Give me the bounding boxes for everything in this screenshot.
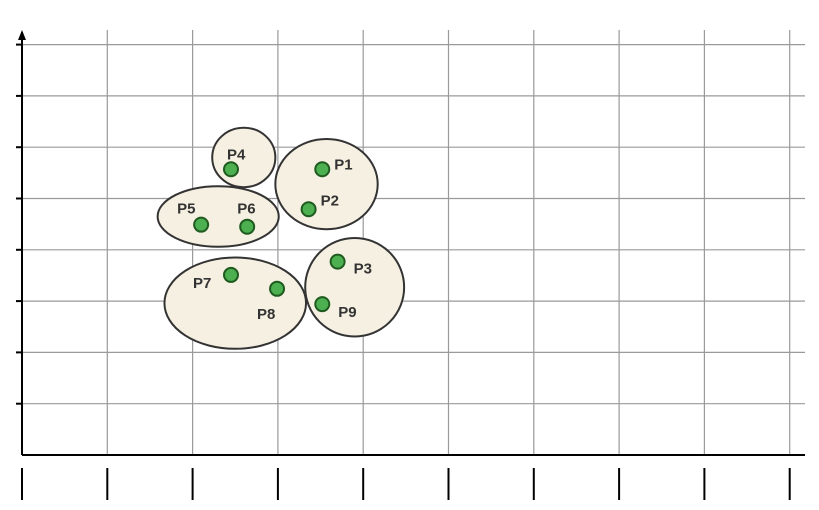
data-point-p6 <box>239 218 256 235</box>
y-axis-arrow-icon <box>18 30 26 40</box>
cluster-p7-p8 <box>163 256 308 350</box>
points <box>193 161 346 313</box>
point-label-p2: P2 <box>321 192 339 209</box>
axes <box>16 30 805 500</box>
grid <box>22 30 805 455</box>
cluster-p5-p6 <box>156 185 280 248</box>
cluster-p1-p2 <box>274 137 379 231</box>
clusters <box>156 126 406 350</box>
point-label-p9: P9 <box>338 304 356 321</box>
point-labels: P1 P2 P3 P4 P5 P6 P7 P8 P9 <box>177 146 372 323</box>
data-point-p8 <box>269 280 286 297</box>
data-point-p5 <box>193 216 210 233</box>
point-label-p1: P1 <box>334 156 352 173</box>
point-label-p5: P5 <box>177 201 195 218</box>
point-label-p7: P7 <box>193 275 211 292</box>
data-point-p7 <box>222 266 239 283</box>
cluster-p3-p9 <box>304 237 406 338</box>
data-point-p4 <box>222 161 239 178</box>
data-point-p9 <box>314 296 331 313</box>
point-label-p4: P4 <box>227 146 246 163</box>
point-label-p6: P6 <box>237 201 255 218</box>
point-label-p3: P3 <box>354 261 372 278</box>
data-point-p2 <box>300 201 317 218</box>
data-point-p3 <box>329 253 346 270</box>
point-label-p8: P8 <box>257 306 275 323</box>
data-point-p1 <box>314 161 331 178</box>
